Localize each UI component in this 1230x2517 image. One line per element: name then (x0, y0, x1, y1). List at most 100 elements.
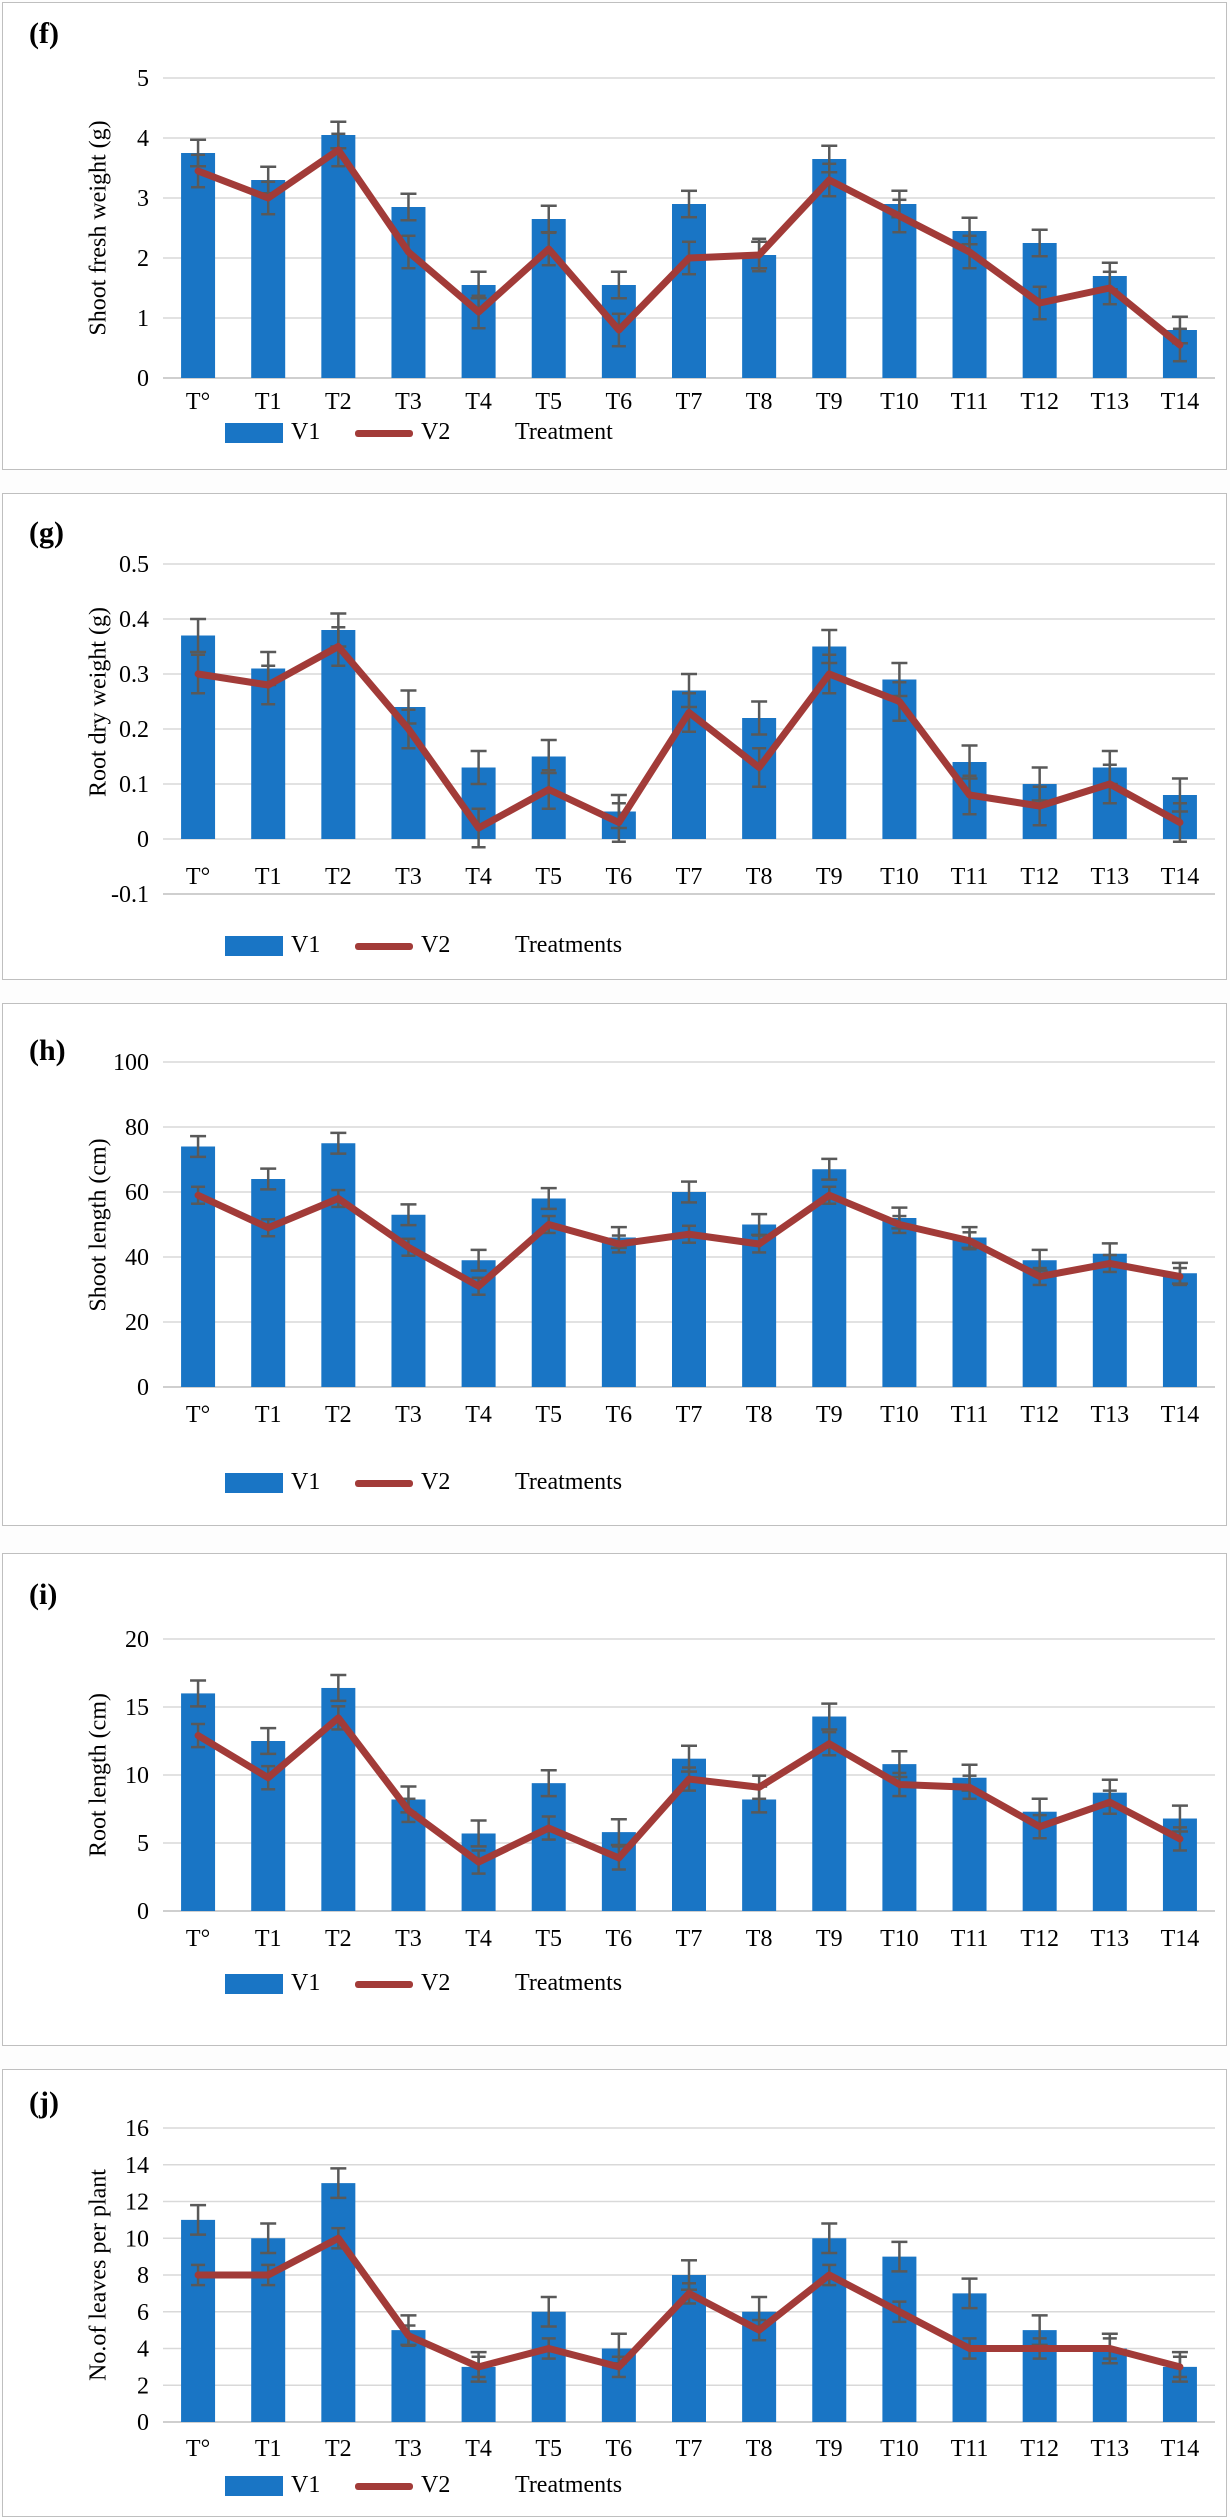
x-axis-label: Treatments (515, 2472, 623, 2498)
x-tick-label: T14 (1161, 2436, 1200, 2462)
x-tick-label: T7 (676, 2436, 703, 2462)
x-tick-label: T° (186, 1402, 210, 1428)
y-tick-label: 0 (137, 827, 149, 853)
y-tick-label: 5 (137, 66, 149, 92)
x-tick-label: T4 (465, 864, 492, 890)
line-series-v2 (194, 146, 1184, 349)
y-tick-label: 100 (113, 1050, 149, 1076)
x-tick-label: T1 (255, 2436, 282, 2462)
panel-h: (h) Shoot length (cm) 100 80 60 40 20 0 T° T1 T2… (2, 1003, 1227, 1526)
x-tick-label: T1 (255, 864, 282, 890)
x-tick-label: T10 (880, 1926, 919, 1952)
bar (952, 1237, 987, 1387)
x-tick-label: T10 (880, 2436, 919, 2462)
legend-line-swatch (355, 2483, 413, 2490)
x-tick-label: T5 (535, 1402, 562, 1428)
x-tick-label: T6 (606, 864, 633, 890)
y-tick-label: 1 (137, 306, 149, 332)
bar (1162, 1273, 1197, 1387)
x-tick-label: T6 (606, 389, 633, 415)
chart-g-canvas: 0.5 0.4 0.3 0.2 0.1 0 -0.1 T° T1 T2 T3 T4 T5 T6 T7 T8 T9… (111, 552, 1215, 908)
legend-v2-label: V2 (421, 2472, 451, 2498)
panel-letter: (i) (29, 1578, 58, 1611)
x-tick-label: T11 (951, 2436, 989, 2462)
x-tick-label: T12 (1020, 864, 1059, 890)
x-tick-label: T2 (325, 1926, 352, 1952)
legend-v1-label: V1 (291, 419, 321, 445)
y-tick-label: 0 (137, 1375, 149, 1401)
x-tick-label: T13 (1090, 389, 1129, 415)
y-tick-label: 0.3 (119, 662, 149, 688)
y-tick-label: 4 (137, 2337, 149, 2363)
bar-series-v1 (181, 1143, 1197, 1387)
x-tick-label: T5 (535, 864, 562, 890)
bar (601, 1237, 636, 1387)
x-tick-label: T5 (535, 389, 562, 415)
y-tick-label: 10 (125, 1763, 149, 1789)
x-axis-label: Treatments (515, 1970, 623, 1996)
panel-letter: (g) (29, 516, 64, 549)
x-tick-label: T14 (1161, 864, 1200, 890)
bar (251, 1179, 286, 1387)
legend-bar-swatch (225, 936, 283, 956)
x-tick-label: T9 (816, 864, 843, 890)
y-tick-label: 0.1 (119, 772, 149, 798)
x-tick-label: T3 (395, 864, 422, 890)
x-axis-label: Treatments (515, 932, 623, 958)
x-tick-label: T12 (1020, 1402, 1059, 1428)
panel-g: (g) Root dry weight (g) 0.5 0.4 0.3 0.2 0.1 0… (2, 493, 1227, 980)
x-tick-label: T° (186, 1926, 210, 1952)
panel-j: (j) No.of leaves per plant 16 14 12 10 8 6 4 2 0… (2, 2069, 1227, 2517)
line-series-v2 (194, 1191, 1184, 1290)
legend-bar-swatch (225, 423, 283, 443)
bar (672, 204, 706, 378)
y-tick-label: 2 (137, 2373, 149, 2399)
x-tick-label: T3 (395, 2436, 422, 2462)
x-tick-label: T° (186, 389, 210, 415)
legend-line-swatch (355, 1480, 413, 1487)
bar (882, 1218, 917, 1387)
x-tick-label: T11 (951, 864, 989, 890)
y-tick-label: 60 (125, 1180, 149, 1206)
legend-line-swatch (355, 943, 413, 950)
y-tick-label: 5 (137, 1831, 149, 1857)
y-tick-label: 40 (125, 1245, 149, 1271)
y-tick-label: 20 (125, 1627, 149, 1653)
legend-v1-label: V1 (291, 1970, 321, 1996)
legend-v1-label: V1 (291, 2472, 321, 2498)
line-series-v2 (194, 2234, 1184, 2371)
legend-v2-label: V2 (421, 1970, 451, 1996)
x-tick-label: T2 (325, 864, 352, 890)
legend-v1-label: V1 (291, 932, 321, 958)
x-tick-labels: T° T1 T2 T3 T4 T5 T6 T7 T8 T9 T10 T11 T12 T13 T14 (186, 1926, 1199, 1952)
x-tick-label: T3 (395, 1402, 422, 1428)
bar (321, 2183, 356, 2422)
y-tick-label: 80 (125, 1115, 149, 1141)
x-tick-label: T6 (606, 1402, 633, 1428)
x-tick-label: T5 (535, 2436, 562, 2462)
x-tick-label: T7 (676, 864, 703, 890)
x-tick-label: T5 (535, 1926, 562, 1952)
x-tick-label: T13 (1090, 2436, 1129, 2462)
y-tick-label: 20 (125, 1310, 149, 1336)
x-axis-label: Treatments (515, 1469, 623, 1495)
legend-bar-swatch (225, 2476, 283, 2496)
y-tick-label: 16 (125, 2116, 149, 2142)
line-series-v2 (194, 1714, 1184, 1866)
x-tick-label: T14 (1161, 389, 1200, 415)
x-tick-label: T9 (816, 389, 843, 415)
bar (531, 2311, 566, 2422)
y-tick-label: -0.1 (111, 882, 149, 908)
x-tick-label: T8 (746, 1926, 773, 1952)
line-series-v2 (194, 643, 1184, 832)
x-tick-label: T8 (746, 389, 773, 415)
x-tick-labels: T° T1 T2 T3 T4 T5 T6 T7 T8 T9 T10 T11 T12 T13 T14 (186, 2436, 1199, 2462)
y-tick-label: 4 (137, 126, 149, 152)
bar (181, 1146, 216, 1387)
y-tick-label: 10 (125, 2226, 149, 2252)
bar (531, 1783, 566, 1911)
panel-letter: (h) (29, 1034, 66, 1067)
bar (321, 135, 356, 378)
